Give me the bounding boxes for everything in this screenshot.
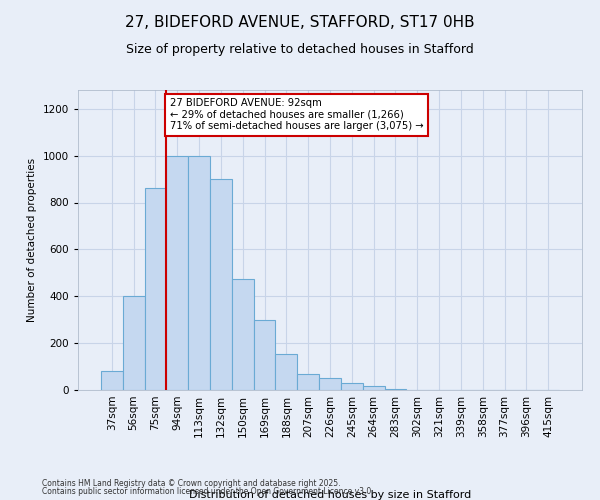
- Bar: [297, 374, 319, 390]
- Bar: [254, 320, 275, 390]
- Bar: [210, 179, 232, 390]
- Bar: [319, 378, 341, 390]
- Text: Size of property relative to detached houses in Stafford: Size of property relative to detached ho…: [126, 42, 474, 56]
- Bar: [232, 278, 254, 390]
- Text: Contains HM Land Registry data © Crown copyright and database right 2025.: Contains HM Land Registry data © Crown c…: [42, 478, 341, 488]
- Bar: [188, 156, 210, 390]
- Bar: [275, 354, 297, 390]
- Text: Contains public sector information licensed under the Open Government Licence v3: Contains public sector information licen…: [42, 487, 374, 496]
- Bar: [166, 156, 188, 390]
- Bar: [385, 389, 406, 390]
- X-axis label: Distribution of detached houses by size in Stafford: Distribution of detached houses by size …: [189, 490, 471, 500]
- Bar: [341, 383, 363, 390]
- Bar: [123, 296, 145, 390]
- Bar: [363, 386, 385, 390]
- Bar: [145, 188, 166, 390]
- Text: 27 BIDEFORD AVENUE: 92sqm
← 29% of detached houses are smaller (1,266)
71% of se: 27 BIDEFORD AVENUE: 92sqm ← 29% of detac…: [170, 98, 423, 132]
- Bar: [101, 371, 123, 390]
- Text: 27, BIDEFORD AVENUE, STAFFORD, ST17 0HB: 27, BIDEFORD AVENUE, STAFFORD, ST17 0HB: [125, 15, 475, 30]
- Y-axis label: Number of detached properties: Number of detached properties: [27, 158, 37, 322]
